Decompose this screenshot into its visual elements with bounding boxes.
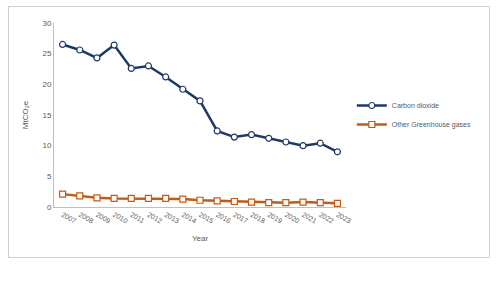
svg-text:MtCO₂e: MtCO₂e <box>21 100 30 129</box>
svg-text:2017: 2017 <box>232 211 249 225</box>
svg-text:30: 30 <box>42 19 51 28</box>
svg-text:Carbon dioxide: Carbon dioxide <box>392 102 439 109</box>
svg-text:2012: 2012 <box>146 211 163 225</box>
svg-text:2020: 2020 <box>284 211 301 225</box>
svg-text:2016: 2016 <box>215 211 232 225</box>
svg-text:2018: 2018 <box>249 211 266 225</box>
svg-text:2011: 2011 <box>129 211 146 225</box>
svg-text:10: 10 <box>42 141 51 150</box>
svg-text:0: 0 <box>47 203 52 212</box>
svg-text:2010: 2010 <box>112 211 129 225</box>
svg-text:2014: 2014 <box>181 211 198 225</box>
svg-text:2008: 2008 <box>78 211 95 225</box>
svg-text:2023: 2023 <box>335 211 352 225</box>
svg-text:Year: Year <box>192 234 209 243</box>
svg-text:20: 20 <box>42 80 51 89</box>
svg-text:5: 5 <box>47 172 52 181</box>
svg-text:25: 25 <box>42 49 51 58</box>
svg-text:2015: 2015 <box>198 211 215 225</box>
svg-text:2007: 2007 <box>60 211 77 225</box>
svg-text:2013: 2013 <box>163 211 180 225</box>
svg-text:2021: 2021 <box>301 211 318 225</box>
svg-text:15: 15 <box>42 111 51 120</box>
svg-text:2022: 2022 <box>318 211 335 225</box>
svg-text:2009: 2009 <box>95 211 112 225</box>
svg-text:Other Greenhouse gases: Other Greenhouse gases <box>392 121 471 129</box>
svg-text:2019: 2019 <box>266 211 283 225</box>
